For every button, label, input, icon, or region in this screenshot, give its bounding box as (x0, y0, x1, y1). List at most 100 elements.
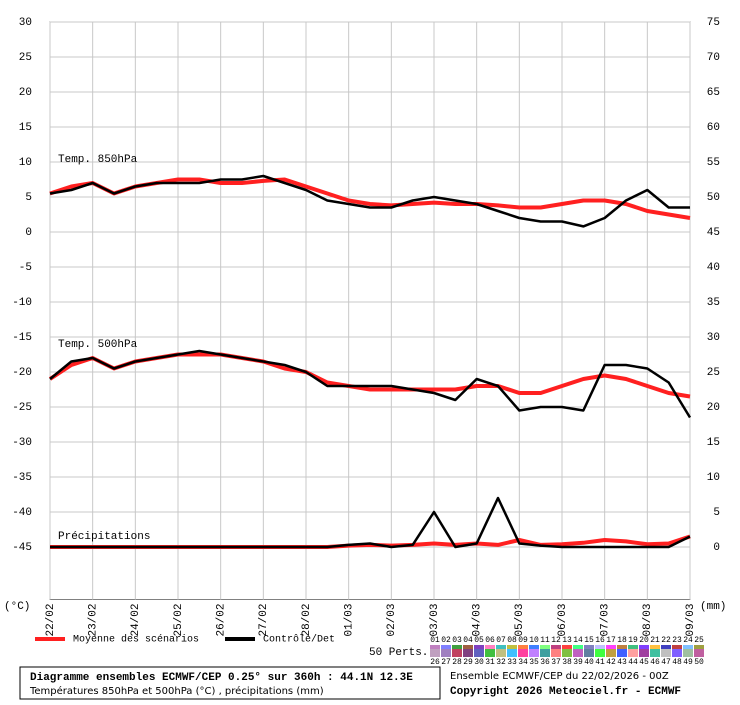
x-tick-label: 07/03 (600, 604, 612, 637)
y-tick-label: 20 (19, 87, 32, 99)
x-tick-label: 03/03 (429, 604, 441, 637)
y2-tick-label: 30 (707, 332, 720, 344)
pert-label: 01 (430, 636, 440, 645)
pert-swatch (452, 649, 462, 657)
pert-swatch (540, 649, 550, 657)
y2-tick-label: 60 (707, 122, 720, 134)
pert-label: 39 (573, 658, 583, 667)
pert-swatch (518, 649, 528, 657)
y-tick-label: -35 (12, 472, 32, 484)
pert-swatch (463, 649, 473, 657)
x-tick-label: 01/03 (344, 604, 356, 637)
pert-label: 49 (683, 658, 693, 667)
pert-label: 21 (650, 636, 660, 645)
pert-label: 11 (540, 636, 550, 645)
pert-swatch (617, 649, 627, 657)
pert-label: 17 (606, 636, 616, 645)
panel-label: Temp. 500hPa (58, 339, 138, 351)
pert-swatch (573, 649, 583, 657)
pert-label: 31 (485, 658, 495, 667)
pert-label: 03 (452, 636, 462, 645)
pert-label: 46 (650, 658, 660, 667)
y2-tick-label: 15 (707, 437, 720, 449)
pert-swatch (551, 649, 561, 657)
y2-tick-label: 10 (707, 472, 720, 484)
y-tick-label: 10 (19, 157, 32, 169)
y2-tick-label: 75 (707, 17, 720, 29)
pert-label: 34 (518, 658, 528, 667)
y2-tick-label: 20 (707, 402, 720, 414)
pert-label: 42 (606, 658, 616, 667)
x-tick-label: 27/02 (258, 604, 270, 637)
pert-label: 41 (595, 658, 605, 667)
y-tick-label: -25 (12, 402, 32, 414)
y-tick-label: 5 (25, 192, 32, 204)
pert-label: 30 (474, 658, 484, 667)
panel-label: Précipitations (58, 531, 150, 543)
pert-label: 33 (507, 658, 517, 667)
pert-label: 50 (694, 658, 704, 667)
y-axis-label: (°C) (4, 601, 30, 613)
pert-swatch (595, 649, 605, 657)
y-tick-label: -5 (19, 262, 32, 274)
pert-label: 06 (485, 636, 495, 645)
series-line (49, 174, 690, 228)
x-tick-label: 08/03 (642, 604, 654, 637)
pert-swatch (650, 649, 660, 657)
pert-label: 28 (452, 658, 462, 667)
pert-swatch (562, 649, 572, 657)
x-tick-label: 22/02 (45, 604, 57, 637)
pert-label: 35 (529, 658, 539, 667)
y2-tick-label: 50 (707, 192, 720, 204)
pert-swatch (485, 649, 495, 657)
legend-label: Contrôle/Det (263, 634, 335, 646)
y2-tick-label: 25 (707, 367, 720, 379)
y2-tick-label: 65 (707, 87, 720, 99)
plot-area (49, 21, 691, 600)
pert-swatch (474, 649, 484, 657)
pert-label: 48 (672, 658, 682, 667)
pert-label: 08 (507, 636, 517, 645)
x-tick-label: 04/03 (472, 604, 484, 637)
pert-label: 40 (584, 658, 594, 667)
pert-label: 04 (463, 636, 473, 645)
x-tick-label: 02/03 (386, 604, 398, 637)
y-tick-label: 15 (19, 122, 32, 134)
y-tick-label: -30 (12, 437, 32, 449)
footer-subtitle: Températures 850hPa et 500hPa (°C) , pré… (29, 685, 324, 697)
pert-label: 14 (573, 636, 583, 645)
y-tick-label: 25 (19, 52, 32, 64)
pert-label: 20 (639, 636, 649, 645)
panel-label: Temp. 850hPa (58, 154, 138, 166)
pert-label: 47 (661, 658, 671, 667)
pert-label: 27 (441, 658, 451, 667)
pert-label: 22 (661, 636, 671, 645)
y2-tick-label: 35 (707, 297, 720, 309)
pert-label: 18 (617, 636, 627, 645)
pert-swatch (584, 649, 594, 657)
y-tick-label: 30 (19, 17, 32, 29)
pert-swatch (606, 649, 616, 657)
pert-label: 10 (529, 636, 539, 645)
pert-label: 24 (683, 636, 693, 645)
perts-label: 50 Perts. (369, 647, 428, 659)
pert-label: 13 (562, 636, 572, 645)
x-tick-label: 24/02 (130, 604, 142, 637)
pert-swatch (683, 649, 693, 657)
pert-label: 32 (496, 658, 506, 667)
pert-label: 02 (441, 636, 451, 645)
pert-label: 44 (628, 658, 638, 667)
legend-label: Moyenne des scénarios (73, 634, 199, 646)
pert-swatch (430, 649, 440, 657)
y2-tick-label: 55 (707, 157, 720, 169)
pert-swatch (628, 649, 638, 657)
pert-label: 29 (463, 658, 473, 667)
pert-label: 23 (672, 636, 682, 645)
x-tick-label: 09/03 (685, 604, 697, 637)
y2-tick-label: 40 (707, 262, 720, 274)
y2-tick-label: 45 (707, 227, 720, 239)
footer-box (19, 666, 441, 700)
pert-label: 37 (551, 658, 561, 667)
pert-label: 36 (540, 658, 550, 667)
